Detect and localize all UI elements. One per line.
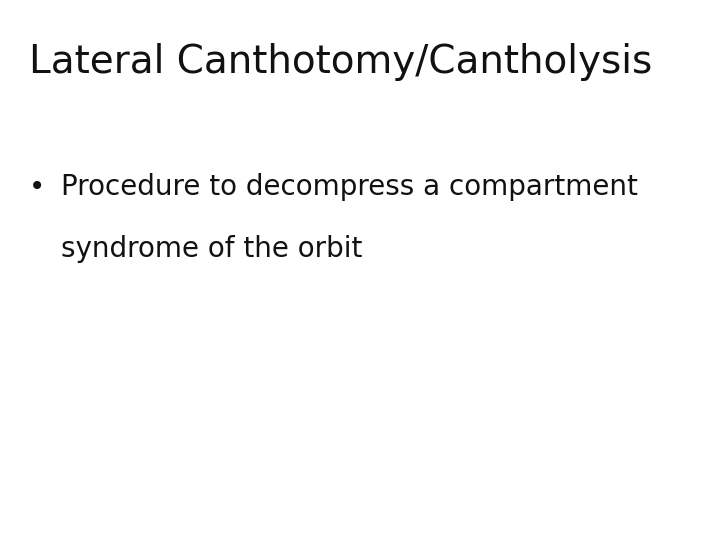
Text: Procedure to decompress a compartment: Procedure to decompress a compartment xyxy=(61,173,638,201)
Text: Lateral Canthotomy/Cantholysis: Lateral Canthotomy/Cantholysis xyxy=(29,43,652,81)
Text: syndrome of the orbit: syndrome of the orbit xyxy=(61,235,363,263)
Text: •: • xyxy=(29,173,45,201)
